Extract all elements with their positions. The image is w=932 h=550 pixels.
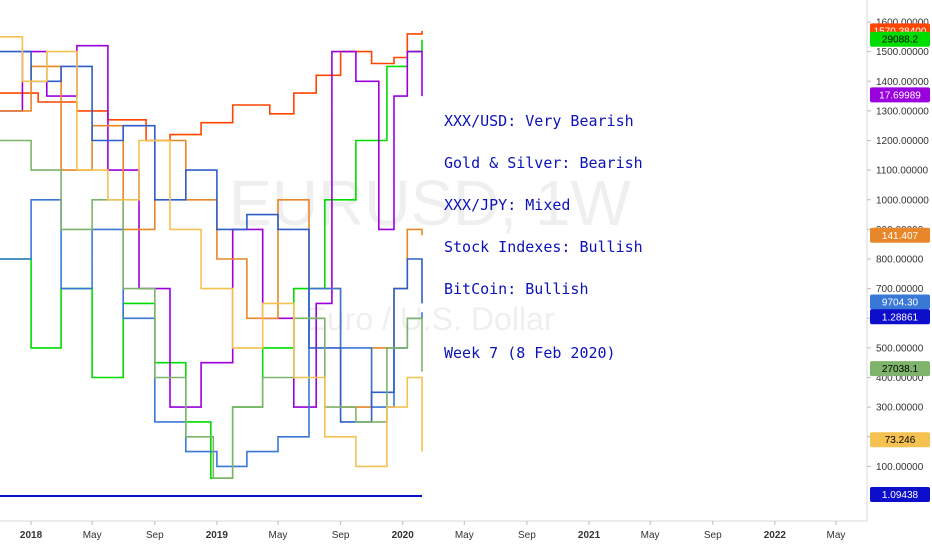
series-layer bbox=[0, 30, 423, 497]
x-tick-label-7: May bbox=[455, 530, 474, 541]
price-badge-8: 1.09438 bbox=[870, 487, 930, 502]
price-badge-bg-1 bbox=[870, 31, 930, 47]
annotations: XXX/USD: Very Bearish Gold & Silver: Bear… bbox=[444, 112, 643, 362]
price-badge-label-8: 1.09438 bbox=[882, 490, 919, 501]
price-badge-bg-2 bbox=[870, 87, 930, 103]
series-line-7 bbox=[0, 36, 423, 468]
y-tick-label-8: 800.00000 bbox=[876, 255, 924, 266]
price-badge-bg-3 bbox=[870, 227, 930, 243]
y-tick-label-2: 1400.00000 bbox=[876, 77, 929, 88]
x-tick-label-9: 2021 bbox=[578, 530, 601, 541]
price-badge-bg-6 bbox=[870, 361, 930, 377]
y-ticks[interactable]: 1600.00000 1500.00000 1400.00000 1300.00000… bbox=[867, 18, 929, 473]
x-tick-label-2: Sep bbox=[146, 530, 164, 541]
price-badge-label-7: 73.246 bbox=[885, 435, 916, 446]
price-badge-4: 9704.30 bbox=[870, 294, 930, 310]
x-tick-label-13: May bbox=[826, 530, 845, 541]
y-tick-label-0: 1600.00000 bbox=[876, 18, 929, 29]
x-tick-label-12: 2022 bbox=[764, 530, 787, 541]
price-badge-bg-5 bbox=[870, 309, 930, 325]
price-badge-label-1: 29088.2 bbox=[882, 35, 919, 46]
annotation-2: XXX/JPY: Mixed bbox=[444, 196, 570, 214]
y-tick-label-13: 300.00000 bbox=[876, 403, 924, 414]
y-tick-label-5: 1100.00000 bbox=[876, 166, 929, 177]
y-tick-label-6: 1000.00000 bbox=[876, 195, 929, 206]
x-tick-label-0: 2018 bbox=[20, 530, 43, 541]
x-tick-label-4: May bbox=[269, 530, 288, 541]
price-badge-label-5: 1.28861 bbox=[882, 312, 919, 323]
price-badge-1: 29088.2 bbox=[870, 31, 930, 47]
y-tick-label-12: 400.00000 bbox=[876, 373, 924, 384]
annotation-3: Stock Indexes: Bullish bbox=[444, 238, 643, 256]
series-line-1 bbox=[0, 39, 423, 479]
x-tick-label-11: Sep bbox=[704, 530, 722, 541]
series-line-0 bbox=[0, 30, 423, 142]
price-badge-7: 73.246 bbox=[870, 432, 930, 448]
price-badge-label-4: 9704.30 bbox=[882, 298, 919, 309]
price-badge-2: 17.69989 bbox=[870, 87, 930, 103]
price-badge-label-6: 27038.1 bbox=[882, 364, 919, 375]
y-tick-label-15: 100.00000 bbox=[876, 462, 924, 473]
x-tick-label-1: May bbox=[83, 530, 102, 541]
annotation-1: Gold & Silver: Bearish bbox=[444, 154, 643, 172]
x-tick-label-8: Sep bbox=[518, 530, 536, 541]
annotation-4: BitCoin: Bullish bbox=[444, 280, 589, 298]
price-badges: 1570.3840029088.217.69989141.4079704.301… bbox=[870, 23, 930, 502]
price-badge-label-3: 141.407 bbox=[882, 231, 919, 242]
annotation-0: XXX/USD: Very Bearish bbox=[444, 112, 634, 130]
price-badge-3: 141.407 bbox=[870, 227, 930, 243]
price-badge-label-2: 17.69989 bbox=[879, 90, 921, 101]
x-tick-label-3: 2019 bbox=[206, 530, 229, 541]
y-tick-label-4: 1200.00000 bbox=[876, 136, 929, 147]
series-line-5 bbox=[0, 50, 423, 423]
y-tick-label-3: 1300.00000 bbox=[876, 106, 929, 117]
annotation-5: Week 7 (8 Feb 2020) bbox=[444, 344, 616, 362]
watermark-symbol: EURUSD, 1W bbox=[229, 167, 631, 239]
x-ticks[interactable]: 2018 May Sep 2019 May Sep 2020 May Sep 2021 May Sep… bbox=[20, 521, 845, 541]
price-badge-5: 1.28861 bbox=[870, 309, 930, 325]
watermark-description: Euro / U.S. Dollar bbox=[306, 301, 555, 337]
x-tick-label-10: May bbox=[641, 530, 660, 541]
y-tick-label-1: 1500.00000 bbox=[876, 47, 929, 58]
price-badge-6: 27038.1 bbox=[870, 361, 930, 377]
price-badge-bg-4 bbox=[870, 294, 930, 310]
watermark: EURUSD, 1W Euro / U.S. Dollar bbox=[229, 167, 631, 337]
price-badge-bg-8 bbox=[870, 487, 930, 502]
price-badge-bg-7 bbox=[870, 432, 930, 448]
y-tick-label-9: 700.00000 bbox=[876, 284, 924, 295]
x-tick-label-6: 2020 bbox=[392, 530, 415, 541]
x-tick-label-5: Sep bbox=[332, 530, 350, 541]
y-tick-label-11: 500.00000 bbox=[876, 343, 924, 354]
